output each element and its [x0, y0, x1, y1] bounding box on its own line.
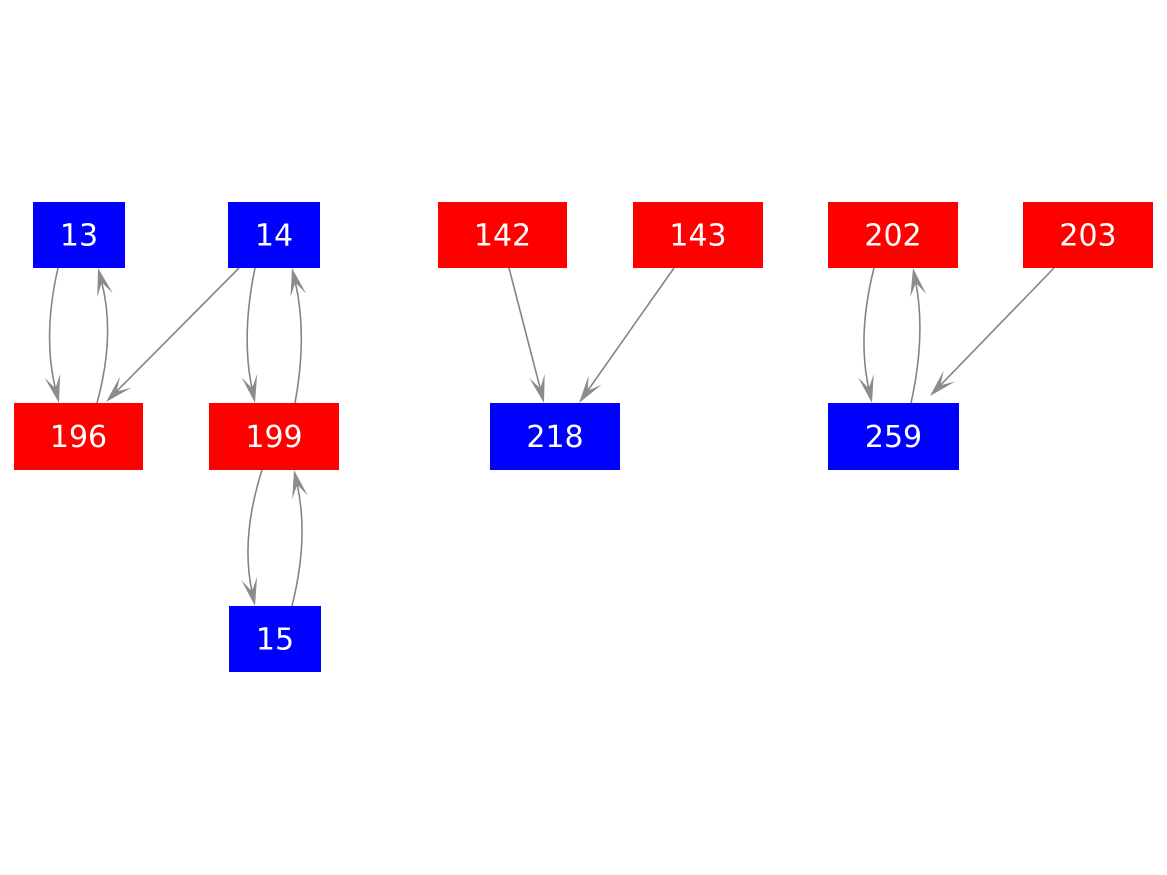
edge-line: [291, 484, 303, 607]
edge-line: [939, 267, 1055, 386]
graph-node-196: 196: [14, 403, 143, 470]
arrowhead-icon: [529, 373, 545, 403]
edge-line: [910, 282, 921, 404]
edge-13-196: [44, 267, 61, 403]
graph-node-259: 259: [828, 403, 959, 470]
node-label: 143: [669, 219, 726, 254]
node-box-blue: [490, 403, 620, 470]
graph-node-14: 14: [228, 202, 320, 268]
arrowhead-icon: [858, 373, 874, 403]
arrowhead-icon: [292, 470, 308, 500]
node-box-red: [633, 202, 763, 268]
graph-node-218: 218: [490, 403, 620, 470]
node-label: 218: [526, 420, 583, 455]
edge-15-199: [291, 470, 308, 607]
node-box-red: [14, 403, 143, 470]
edge-line: [586, 267, 675, 392]
edge-202-259: [858, 267, 875, 403]
graph-node-142: 142: [438, 202, 567, 268]
arrowhead-icon: [106, 376, 132, 402]
node-box-red: [828, 202, 958, 268]
node-label: 199: [245, 420, 302, 455]
arrowhead-icon: [579, 375, 602, 403]
graph-node-202: 202: [828, 202, 958, 268]
node-label: 202: [864, 219, 921, 254]
node-label: 259: [865, 420, 922, 455]
edge-line: [115, 267, 240, 392]
edge-line: [96, 282, 109, 404]
edge-203-259: [930, 267, 1055, 396]
edge-196-13: [96, 268, 113, 404]
edge-line: [247, 469, 263, 592]
arrowhead-icon: [910, 268, 927, 298]
graph-node-203: 203: [1023, 202, 1153, 268]
edge-line: [294, 282, 303, 404]
node-label: 142: [474, 219, 531, 254]
edge-143-218: [579, 267, 675, 403]
edge-line: [246, 267, 256, 389]
node-box-blue: [228, 202, 320, 268]
edge-199-15: [241, 469, 263, 606]
arrowhead-icon: [241, 373, 258, 403]
edge-14-196: [106, 267, 240, 402]
node-label: 14: [255, 219, 293, 254]
arrowhead-icon: [290, 268, 307, 298]
edge-line: [48, 267, 59, 389]
edge-142-218: [508, 267, 545, 403]
node-label: 196: [50, 420, 107, 455]
node-box-red: [438, 202, 567, 268]
graph-node-13: 13: [33, 202, 125, 268]
node-box-red: [209, 403, 339, 470]
edge-259-202: [910, 268, 927, 404]
graph-node-15: 15: [229, 606, 321, 672]
node-box-blue: [828, 403, 959, 470]
node-label: 203: [1059, 219, 1116, 254]
graph-node-143: 143: [633, 202, 763, 268]
arrowhead-icon: [97, 268, 113, 298]
node-label: 15: [256, 623, 294, 658]
edge-14-199: [241, 267, 258, 403]
arrowhead-icon: [44, 373, 61, 403]
node-box-blue: [229, 606, 321, 672]
edge-line: [863, 267, 875, 389]
edge-199-14: [290, 268, 307, 404]
node-box-blue: [33, 202, 125, 268]
edge-line: [508, 267, 542, 389]
arrowhead-icon: [930, 370, 956, 396]
graph-node-199: 199: [209, 403, 339, 470]
node-box-red: [1023, 202, 1153, 268]
arrowhead-icon: [241, 576, 258, 606]
node-label: 13: [60, 219, 98, 254]
